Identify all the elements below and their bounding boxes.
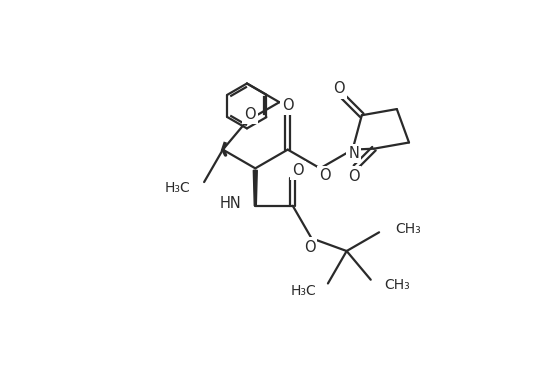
Text: H₃C: H₃C — [164, 181, 190, 195]
Text: O: O — [244, 106, 256, 121]
Text: O: O — [292, 163, 304, 178]
Text: O: O — [304, 240, 315, 255]
Text: H₃C: H₃C — [290, 284, 316, 298]
Text: HN: HN — [220, 196, 241, 211]
Text: O: O — [333, 81, 345, 97]
Text: N: N — [348, 146, 359, 161]
Polygon shape — [254, 170, 257, 206]
Text: O: O — [319, 168, 331, 183]
Text: O: O — [282, 98, 294, 113]
Text: O: O — [348, 169, 359, 183]
Text: CH₃: CH₃ — [384, 278, 410, 291]
Text: CH₃: CH₃ — [395, 223, 421, 236]
